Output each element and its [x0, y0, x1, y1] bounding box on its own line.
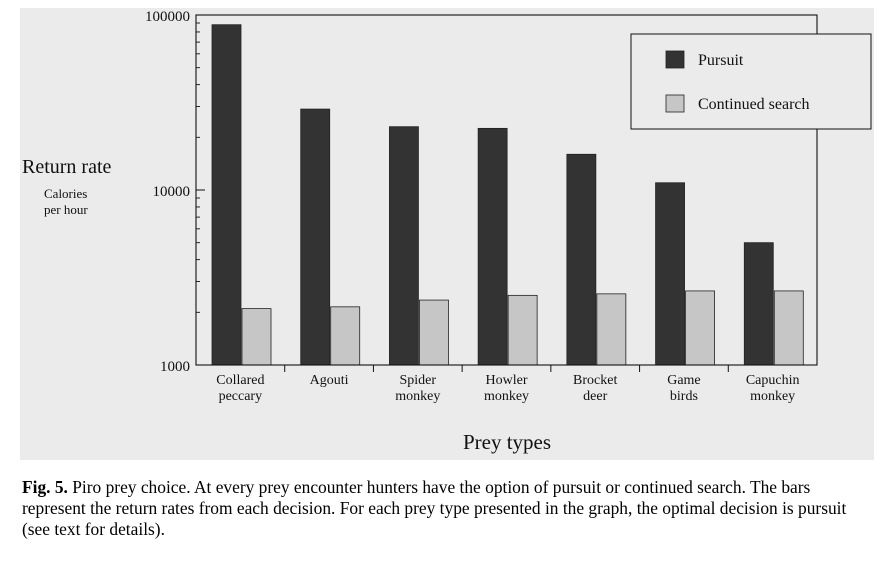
bar-pursuit-3 [477, 127, 508, 366]
bar-continued-search-5 [685, 290, 715, 366]
bar-continued-search-1 [330, 306, 361, 366]
y-axis-unit-line2: per hour [44, 202, 88, 217]
bar-pursuit-5 [655, 182, 685, 366]
x-tick-label-6-1: monkey [750, 389, 795, 404]
bar-continued-search-2 [419, 299, 449, 366]
x-axis-title-row: Prey types [0, 430, 886, 455]
y-tick-label-0: 100000 [145, 9, 190, 25]
bar-continued-search-4 [596, 293, 627, 366]
x-tick-label-2-0: Spider [400, 373, 437, 388]
caption-text: Piro prey choice. At every prey encounte… [22, 477, 847, 539]
x-tick-label-4-0: Brocket [573, 373, 617, 388]
bar-continued-search-3 [507, 294, 538, 366]
bar-continued-search-0 [241, 308, 272, 366]
x-tick-label-0-1: peccary [219, 389, 263, 404]
legend-swatch-1 [665, 94, 685, 113]
x-tick-label-1-0: Agouti [310, 373, 349, 388]
x-tick-label-3-1: monkey [484, 389, 529, 404]
x-axis-title: Prey types [462, 430, 552, 454]
legend-label-1: Continued search [698, 96, 810, 113]
bar-pursuit-4 [566, 153, 597, 366]
x-tick-label-3-0: Howler [486, 373, 528, 388]
legend-box [630, 33, 872, 130]
bar-pursuit-1 [300, 108, 331, 366]
legend-swatch-0 [665, 50, 685, 69]
y-axis-unit-line1: Calories [44, 186, 88, 201]
y-axis-unit: Calories per hour [44, 186, 88, 218]
bar-pursuit-0 [211, 24, 242, 366]
x-tick-label-0-0: Collared [216, 373, 264, 388]
y-axis-title: Return rate [22, 156, 112, 178]
figure-panel: Collared peccary Agouti Spider monkey Howler m… [20, 8, 874, 460]
bar-continued-search-6 [773, 290, 804, 366]
y-tick-label-2: 1000 [160, 359, 190, 375]
caption-label: Fig. 5. [22, 477, 68, 497]
x-tick-label-2-1: monkey [395, 389, 440, 404]
legend-label-0: Pursuit [698, 52, 744, 69]
x-tick-label-6-0: Capuchin [746, 373, 800, 388]
x-tick-label-5-0: Game [667, 373, 700, 388]
x-tick-label-5-1: birds [670, 389, 698, 404]
y-tick-label-1: 10000 [153, 184, 191, 200]
figure-caption: Fig. 5. Piro prey choice. At every prey … [22, 477, 872, 540]
bar-pursuit-6 [743, 242, 774, 366]
x-tick-label-4-1: deer [583, 389, 607, 404]
bar-pursuit-2 [389, 126, 419, 366]
